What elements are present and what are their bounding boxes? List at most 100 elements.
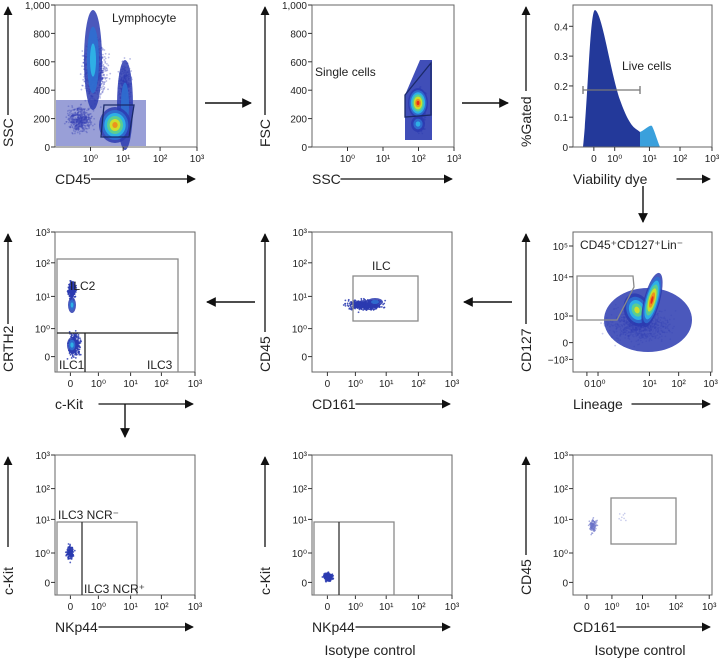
y-tick-label: 10³ <box>293 451 308 462</box>
density-contour <box>634 306 640 314</box>
data-point <box>67 552 70 555</box>
x-tick-label: 0 <box>584 602 590 613</box>
data-point <box>360 307 363 310</box>
histogram-live <box>583 10 640 147</box>
data-point <box>80 88 83 91</box>
data-point <box>108 77 111 80</box>
data-point <box>384 299 387 302</box>
density-contour <box>70 302 74 308</box>
y-axis-label: CD45 <box>257 336 273 372</box>
data-point <box>614 344 617 347</box>
data-point <box>344 304 347 307</box>
density-contour <box>371 300 379 304</box>
data-point <box>74 335 77 337</box>
data-point <box>69 353 72 356</box>
data-point <box>595 524 598 526</box>
data-point <box>600 322 602 324</box>
data-point <box>101 47 104 50</box>
data-point <box>321 576 324 578</box>
data-point <box>99 93 102 96</box>
data-point <box>71 334 73 336</box>
data-point <box>74 353 76 356</box>
data-point <box>350 302 353 305</box>
y-axis-label: SSC <box>0 118 16 147</box>
data-point <box>327 571 330 574</box>
ilc1-gate-label: ILC1 <box>59 358 85 372</box>
data-point <box>69 546 72 549</box>
x-tick-label: 10¹ <box>116 154 131 165</box>
data-point <box>73 549 76 552</box>
data-point <box>78 353 81 356</box>
data-point <box>104 60 107 63</box>
data-point <box>71 354 74 357</box>
data-point <box>82 78 85 81</box>
plot-area <box>66 279 83 360</box>
y-tick-label: 10¹ <box>293 292 308 303</box>
data-point <box>362 297 365 300</box>
data-point <box>325 578 328 581</box>
y-tick-label: 400 <box>290 86 307 97</box>
density-contour <box>650 296 654 304</box>
data-point <box>69 544 71 547</box>
data-point <box>70 285 72 287</box>
data-point <box>101 71 104 74</box>
data-point <box>358 304 361 307</box>
data-point <box>107 64 110 67</box>
data-point <box>102 67 105 70</box>
data-point <box>74 330 77 332</box>
data-point <box>69 557 72 560</box>
x-tick-label: 10² <box>153 154 168 165</box>
data-point <box>103 65 106 68</box>
data-point <box>106 69 109 72</box>
data-point <box>79 353 82 356</box>
data-point <box>356 307 359 309</box>
data-point <box>65 551 68 553</box>
data-point <box>71 284 74 287</box>
plot-frame <box>54 454 196 596</box>
data-point <box>101 80 104 83</box>
x-axis-label: CD161 <box>312 396 356 412</box>
y-tick-label: 10⁰ <box>292 325 307 336</box>
data-point <box>103 86 106 89</box>
y-tick-label: 0 <box>44 353 50 364</box>
y-tick-label: 10² <box>36 259 51 270</box>
y-tick-label: 10² <box>293 485 308 496</box>
data-point <box>102 89 104 92</box>
data-point <box>100 78 103 81</box>
data-point <box>67 549 70 551</box>
data-point <box>69 294 71 297</box>
y-tick-label: 10³ <box>293 228 308 239</box>
data-point <box>72 293 75 296</box>
x-tick-label: 10² <box>154 379 169 390</box>
data-point <box>100 92 102 95</box>
ilc-gate-label: ILC <box>372 259 391 273</box>
data-point <box>363 306 365 309</box>
data-point <box>72 280 74 283</box>
y-axis-label: %Gated <box>518 96 534 147</box>
y-tick-label: 10⁰ <box>292 549 307 560</box>
data-point <box>354 299 356 301</box>
data-point <box>366 305 369 308</box>
y-tick-label: 0 <box>562 578 568 589</box>
y-tick-label: 800 <box>33 29 50 40</box>
data-point <box>81 84 84 87</box>
y-tick-label: 10⁰ <box>35 325 50 336</box>
x-tick-label: 10¹ <box>123 379 138 390</box>
y-tick-label: 0 <box>44 578 50 589</box>
data-point <box>100 82 103 85</box>
x-tick-label: 10² <box>411 602 426 613</box>
data-point <box>101 78 104 80</box>
data-point <box>101 91 104 94</box>
data-point <box>129 58 131 60</box>
y-axis-label: c-Kit <box>0 567 16 595</box>
data-point <box>69 550 72 553</box>
data-point <box>68 554 71 557</box>
data-point <box>104 57 107 60</box>
isotype-caption-2: Isotype control <box>594 642 685 658</box>
data-point <box>331 573 334 576</box>
data-point <box>103 73 105 76</box>
y-axis-label: FSC <box>257 119 273 147</box>
